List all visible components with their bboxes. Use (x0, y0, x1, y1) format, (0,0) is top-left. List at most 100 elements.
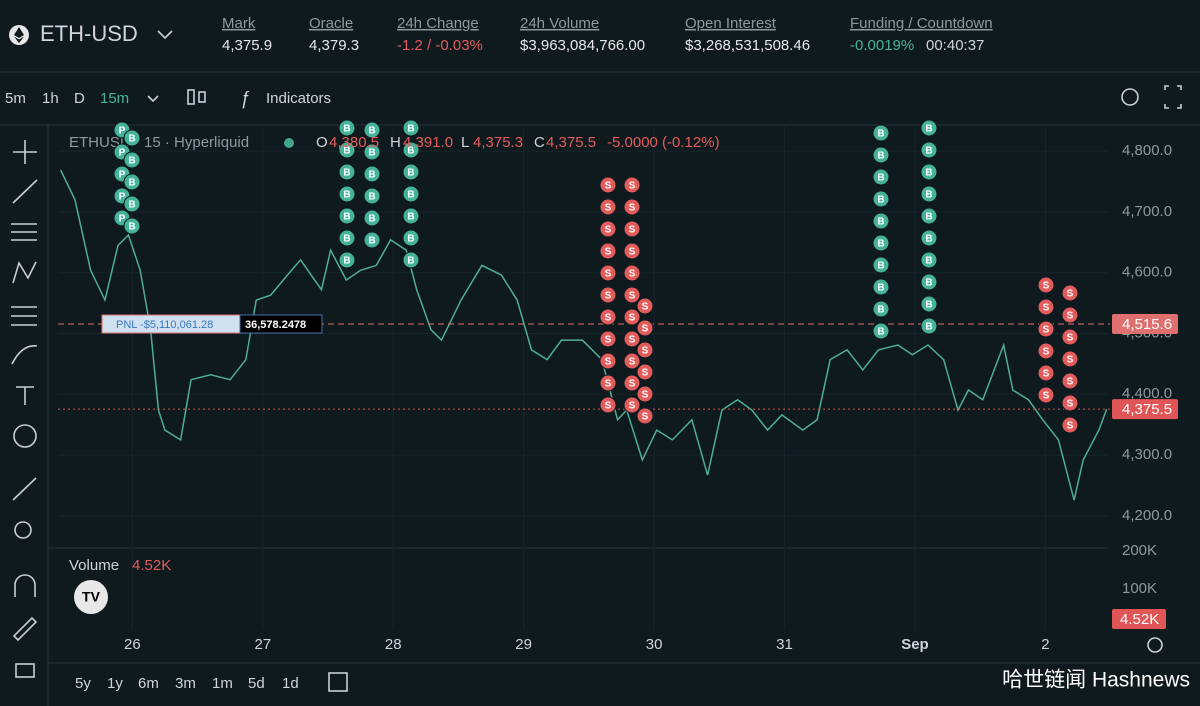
search-icon[interactable] (1121, 88, 1139, 106)
range[interactable]: 5d (248, 675, 265, 692)
date-range[interactable] (328, 672, 348, 692)
range[interactable]: 6m (138, 675, 159, 692)
trade-marker-label: B (407, 124, 414, 135)
projection[interactable] (11, 306, 37, 326)
x-tick-label: 28 (385, 636, 402, 653)
fib[interactable] (11, 223, 37, 241)
dropdown[interactable] (157, 30, 173, 40)
trade-marker (920, 229, 938, 247)
magnet[interactable] (14, 574, 36, 597)
range[interactable]: 5y (75, 675, 91, 692)
ruler[interactable] (12, 477, 37, 501)
trade-marker (623, 396, 641, 414)
trade-marker-label: P (119, 192, 126, 203)
watermark: 哈世链闻 Hashnews (1002, 669, 1190, 692)
pattern[interactable] (12, 261, 37, 284)
trade-marker-label: B (128, 156, 135, 167)
trade-marker-label: B (368, 126, 375, 137)
drawing-tools (11, 140, 38, 678)
trade-marker (338, 163, 356, 181)
trade-marker-label: B (343, 124, 350, 135)
trade-marker-label: B (925, 322, 932, 333)
trade-marker (920, 163, 938, 181)
interval[interactable]: 1h (42, 90, 59, 107)
x-tick-label: 29 (515, 636, 532, 653)
trade-marker (338, 229, 356, 247)
pair[interactable]: ETH-USD (40, 21, 138, 46)
trade-marker-label: S (642, 302, 649, 313)
trade-marker-label: S (642, 324, 649, 335)
trade-marker (872, 256, 890, 274)
stat-value: 4,379.3 (309, 37, 359, 54)
trade-marker (402, 229, 420, 247)
tv-logo-text: TV (82, 589, 101, 605)
zoom[interactable] (14, 521, 32, 539)
crosshair[interactable] (13, 140, 37, 164)
trade-marker-label: B (407, 190, 414, 201)
brush[interactable] (11, 345, 38, 365)
trade-marker-label: S (629, 313, 636, 324)
fullscreen-icon[interactable] (1164, 85, 1182, 109)
lock[interactable] (15, 663, 35, 678)
trade-marker-label: B (407, 168, 414, 179)
trade-marker-label: B (368, 236, 375, 247)
stat-label: Oracle (309, 15, 353, 32)
interval[interactable]: 15m (100, 90, 129, 107)
trade-marker (636, 407, 654, 425)
trade-marker-label: S (642, 412, 649, 423)
emoji[interactable] (13, 424, 37, 448)
trade-marker-label: S (1067, 377, 1074, 388)
interval[interactable]: D (74, 90, 85, 107)
trade-marker-label: S (605, 203, 612, 214)
trade-marker-label: S (605, 335, 612, 346)
y-tick-label: 4,300.0 (1122, 446, 1172, 463)
range[interactable]: 1m (212, 675, 233, 692)
trade-marker (402, 251, 420, 269)
trade-marker (623, 242, 641, 260)
trade-marker (920, 273, 938, 291)
trade-marker (1061, 372, 1079, 390)
trade-marker (623, 176, 641, 194)
candle-icon[interactable] (187, 89, 195, 105)
trade-marker (123, 173, 141, 191)
trade-marker (402, 141, 420, 159)
trade-marker-label: B (925, 256, 932, 267)
dropdown[interactable] (147, 95, 159, 103)
trade-marker-label: S (605, 291, 612, 302)
price-line (59, 169, 1108, 501)
trade-marker (599, 220, 617, 238)
trade-marker (402, 163, 420, 181)
trade-marker (1037, 386, 1055, 404)
fx-icon[interactable]: ƒ (240, 88, 250, 108)
trade-marker-label: S (605, 269, 612, 280)
trade-marker-label: B (368, 170, 375, 181)
trade-marker-label: S (605, 357, 612, 368)
trade-marker (338, 207, 356, 225)
stat-value: 4,375.9 (222, 37, 272, 54)
text-tool[interactable] (16, 386, 34, 405)
legend-ohlc: 4,375.5 (546, 134, 596, 151)
volume-axis-label: 200K (1122, 542, 1157, 559)
interval[interactable]: 5m (5, 90, 26, 107)
trade-marker (363, 121, 381, 139)
trade-marker (363, 143, 381, 161)
range[interactable]: 1y (107, 675, 123, 692)
x-tick-label: 26 (124, 636, 141, 653)
trade-marker-label: S (1067, 421, 1074, 432)
trade-marker (1061, 350, 1079, 368)
trade-marker (402, 207, 420, 225)
legend-ohlc: 4,391.0 (403, 134, 453, 151)
trade-marker-label: P (119, 148, 126, 159)
trade-marker-label: S (1043, 369, 1050, 380)
settings[interactable] (1147, 637, 1163, 653)
trendline[interactable] (12, 179, 38, 204)
interval-indicators[interactable]: Indicators (266, 90, 331, 107)
x-tick-label: 31 (776, 636, 793, 653)
lock-drawing[interactable] (12, 616, 38, 642)
stat-label: 24h Change (397, 15, 479, 32)
trade-marker (1061, 328, 1079, 346)
tv-logo (74, 580, 108, 614)
range[interactable]: 1d (282, 675, 299, 692)
trade-marker-label: B (877, 283, 884, 294)
range[interactable]: 3m (175, 675, 196, 692)
